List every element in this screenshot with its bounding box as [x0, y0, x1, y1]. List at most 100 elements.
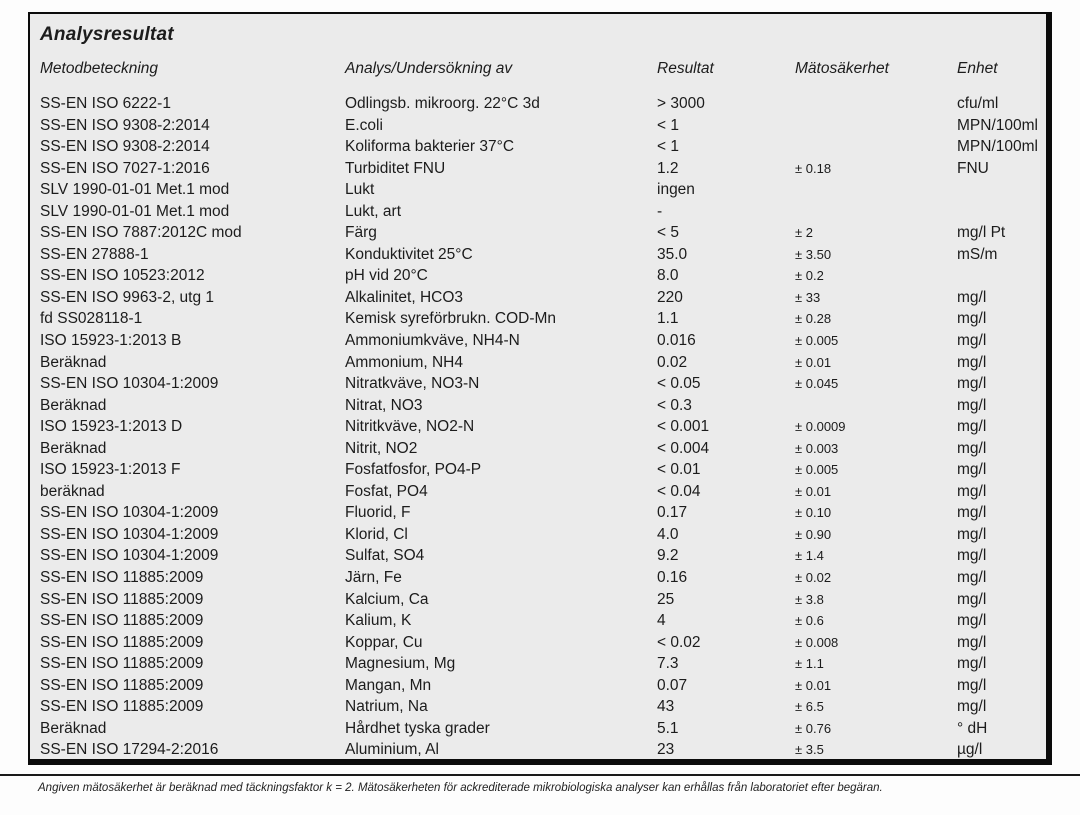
uncertainty-cell: ± 1.4: [795, 548, 824, 564]
analysis-cell: Hårdhet tyska grader: [345, 719, 490, 737]
uncertainty-cell: ± 0.005: [795, 333, 839, 349]
unit-cell: MPN/100ml: [957, 116, 1038, 134]
result-cell: < 1: [657, 116, 679, 134]
result-cell: < 0.02: [657, 633, 701, 651]
uncertainty-cell: ± 3.8: [795, 591, 824, 607]
uncertainty-cell: ± 6.5: [795, 699, 824, 715]
uncertainty-cell: ± 0.003: [795, 440, 839, 456]
uncertainty-cell: ± 0.02: [795, 570, 832, 586]
column-header-analysis: Analys/Undersökning av: [345, 60, 513, 77]
method-cell: SS-EN ISO 10523:2012: [40, 267, 205, 285]
method-cell: SS-EN ISO 10304-1:2009: [40, 547, 219, 565]
unit-cell: mg/l: [957, 590, 987, 608]
analysis-cell: Koliforma bakterier 37°C: [345, 138, 515, 156]
analysis-cell: Kemisk syreförbrukn. COD-Mn: [345, 310, 557, 328]
analysis-cell: Nitratkväve, NO3-N: [345, 375, 480, 393]
table-row: Beräknad Ammonium, NH4 0.02 ± 0.01 mg/l: [40, 352, 1046, 374]
analysis-cell: Lukt, art: [345, 202, 401, 220]
result-cell: 0.16: [657, 569, 688, 587]
method-cell: SS-EN ISO 10304-1:2009: [40, 375, 219, 393]
analysis-cell: Koppar, Cu: [345, 633, 423, 651]
table-row: SS-EN ISO 9308-2:2014 E.coli < 1 MPN/100…: [40, 115, 1046, 137]
unit-cell: mg/l: [957, 504, 987, 522]
unit-cell: mg/l: [957, 375, 987, 393]
method-cell: SLV 1990-01-01 Met.1 mod: [40, 181, 230, 199]
method-cell: SS-EN ISO 7027-1:2016: [40, 159, 210, 177]
uncertainty-cell: ± 0.005: [795, 462, 839, 478]
table-row: Beräknad Hårdhet tyska grader 5.1 ± 0.76…: [40, 718, 1046, 740]
method-cell: ISO 15923-1:2013 B: [40, 332, 182, 350]
result-cell: 0.17: [657, 504, 688, 522]
result-cell: 5.1: [657, 719, 679, 737]
unit-cell: mg/l: [957, 525, 987, 543]
column-header-uncertainty: Mätosäkerhet: [795, 60, 889, 77]
uncertainty-cell: ± 0.18: [795, 160, 832, 176]
analysis-cell: Alkalinitet, HCO3: [345, 288, 464, 306]
table-row: SS-EN ISO 11885:2009 Mangan, Mn 0.07 ± 0…: [40, 675, 1046, 697]
analysis-cell: Fosfat, PO4: [345, 482, 428, 500]
table-row: SS-EN ISO 10304-1:2009 Fluorid, F 0.17 ±…: [40, 502, 1046, 524]
result-cell: 0.02: [657, 353, 688, 371]
result-cell: > 3000: [657, 95, 705, 112]
uncertainty-cell: ± 0.01: [795, 354, 832, 370]
uncertainty-cell: ± 0.76: [795, 720, 832, 736]
table-row: SS-EN ISO 11885:2009 Järn, Fe 0.16 ± 0.0…: [40, 567, 1046, 589]
analysis-cell: Nitritkväve, NO2-N: [345, 418, 475, 436]
table-row: SS-EN 27888-1 Konduktivitet 25°C 35.0 ± …: [40, 244, 1046, 266]
unit-cell: mg/l: [957, 353, 987, 371]
result-cell: 1.2: [657, 159, 679, 177]
table-row: fd SS028118-1 Kemisk syreförbrukn. COD-M…: [40, 308, 1046, 330]
unit-cell: FNU: [957, 159, 989, 177]
method-cell: SS-EN ISO 11885:2009: [40, 655, 204, 673]
method-cell: SS-EN ISO 11885:2009: [40, 612, 204, 630]
uncertainty-cell: ± 0.01: [795, 483, 832, 499]
unit-cell: mg/l: [957, 332, 987, 350]
unit-cell: mg/l: [957, 655, 987, 673]
table-row: SLV 1990-01-01 Met.1 mod Lukt, art -: [40, 201, 1046, 223]
uncertainty-cell: ± 0.28: [795, 311, 832, 327]
analysis-cell: Nitrit, NO2: [345, 439, 418, 457]
uncertainty-cell: ± 0.0009: [795, 419, 846, 435]
uncertainty-cell: ± 0.6: [795, 613, 824, 629]
column-header-method: Metodbeteckning: [40, 60, 159, 77]
panel-title: Analysresultat: [40, 24, 174, 45]
uncertainty-cell: ± 0.045: [795, 376, 839, 392]
method-cell: fd SS028118-1: [40, 310, 143, 328]
table-row: SS-EN ISO 7887:2012C mod Färg < 5 ± 2 mg…: [40, 222, 1046, 244]
analysis-cell: Färg: [345, 224, 377, 242]
method-cell: SS-EN ISO 11885:2009: [40, 698, 204, 716]
analysis-cell: Kalcium, Ca: [345, 590, 429, 608]
table-row: Beräknad Nitrat, NO3 < 0.3 mg/l: [40, 395, 1046, 417]
table-row: SS-EN ISO 10304-1:2009 Klorid, Cl 4.0 ± …: [40, 524, 1046, 546]
result-cell: < 0.3: [657, 396, 692, 414]
analysis-cell: Odlingsb. mikroorg. 22°C 3d: [345, 95, 540, 112]
uncertainty-cell: ± 0.10: [795, 505, 832, 521]
table-row: Beräknad Nitrit, NO2 < 0.004 ± 0.003 mg/…: [40, 438, 1046, 460]
result-cell: < 1: [657, 138, 679, 156]
unit-cell: mg/l: [957, 569, 987, 587]
table-row: beräknad Fosfat, PO4 < 0.04 ± 0.01 mg/l: [40, 481, 1046, 503]
unit-cell: mg/l: [957, 418, 987, 436]
unit-cell: ° dH: [957, 719, 988, 737]
result-cell: ingen: [657, 181, 695, 199]
method-cell: SS-EN ISO 9308-2:2014: [40, 116, 210, 134]
analysis-cell: Fosfatfosfor, PO4-P: [345, 461, 482, 479]
table-row: SS-EN ISO 9963-2, utg 1 Alkalinitet, HCO…: [40, 287, 1046, 309]
table-row: SS-EN ISO 11885:2009 Kalium, K 4 ± 0.6 m…: [40, 610, 1046, 632]
analysis-cell: Sulfat, SO4: [345, 547, 425, 565]
method-cell: SS-EN ISO 10304-1:2009: [40, 525, 219, 543]
result-cell: 220: [657, 288, 683, 306]
table-row: SS-EN ISO 11885:2009 Koppar, Cu < 0.02 ±…: [40, 632, 1046, 654]
unit-cell: mg/l: [957, 461, 987, 479]
unit-cell: mg/l: [957, 612, 987, 630]
uncertainty-cell: ± 1.1: [795, 656, 824, 672]
method-cell: SS-EN ISO 11885:2009: [40, 569, 204, 587]
method-cell: SS-EN ISO 9963-2, utg 1: [40, 288, 215, 306]
result-cell: 4: [657, 612, 666, 630]
result-cell: 1.1: [657, 310, 679, 328]
unit-cell: cfu/ml: [957, 95, 999, 112]
result-cell: < 5: [657, 224, 679, 242]
method-cell: Beräknad: [40, 439, 107, 457]
table-body: SS-EN ISO 6222-1 Odlingsb. mikroorg. 22°…: [40, 93, 1046, 759]
uncertainty-cell: ± 2: [795, 225, 813, 241]
